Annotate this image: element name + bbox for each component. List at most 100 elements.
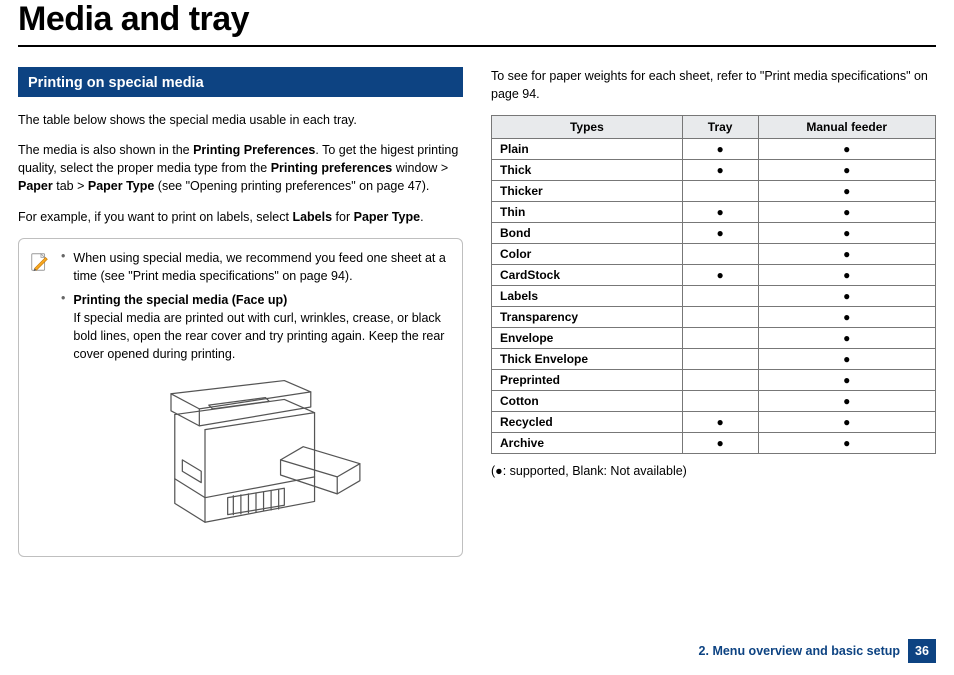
title-bar: Media and tray bbox=[18, 0, 936, 47]
note-text-1: When using special media, we recommend y… bbox=[73, 249, 450, 285]
page-title: Media and tray bbox=[18, 0, 936, 39]
cell-manual-feeder: ● bbox=[758, 286, 936, 307]
cell-manual-feeder: ● bbox=[758, 181, 936, 202]
cell-tray bbox=[682, 244, 758, 265]
p3-bold-2: Paper Type bbox=[354, 210, 420, 224]
cell-tray bbox=[682, 286, 758, 307]
table-row: Preprinted ● bbox=[492, 370, 936, 391]
table-row: Thick Envelope ● bbox=[492, 349, 936, 370]
bullet-icon: • bbox=[61, 249, 65, 285]
p2-text: tab > bbox=[53, 179, 88, 193]
table-row: Labels ● bbox=[492, 286, 936, 307]
cell-tray bbox=[682, 328, 758, 349]
cell-tray: ● bbox=[682, 265, 758, 286]
cell-tray bbox=[682, 181, 758, 202]
p3-text: for bbox=[332, 210, 354, 224]
cell-tray bbox=[682, 370, 758, 391]
th-tray: Tray bbox=[682, 116, 758, 139]
cell-manual-feeder: ● bbox=[758, 307, 936, 328]
cell-type: Preprinted bbox=[492, 370, 683, 391]
cell-tray: ● bbox=[682, 160, 758, 181]
cell-manual-feeder: ● bbox=[758, 433, 936, 454]
cell-tray: ● bbox=[682, 223, 758, 244]
intro-paragraph-3: For example, if you want to print on lab… bbox=[18, 208, 463, 226]
cell-type: Thin bbox=[492, 202, 683, 223]
cell-manual-feeder: ● bbox=[758, 328, 936, 349]
p2-bold-2: Printing preferences bbox=[271, 161, 393, 175]
note-icon bbox=[29, 249, 51, 547]
table-row: Transparency ● bbox=[492, 307, 936, 328]
cell-type: Bond bbox=[492, 223, 683, 244]
cell-type: Envelope bbox=[492, 328, 683, 349]
p2-bold-3: Paper bbox=[18, 179, 53, 193]
right-intro: To see for paper weights for each sheet,… bbox=[491, 67, 936, 103]
note-body: • When using special media, we recommend… bbox=[61, 249, 450, 547]
section-heading: Printing on special media bbox=[18, 67, 463, 97]
table-header-row: Types Tray Manual feeder bbox=[492, 116, 936, 139]
cell-manual-feeder: ● bbox=[758, 265, 936, 286]
note-item-1: • When using special media, we recommend… bbox=[61, 249, 450, 285]
table-row: Envelope ● bbox=[492, 328, 936, 349]
cell-manual-feeder: ● bbox=[758, 202, 936, 223]
note-text-2: Printing the special media (Face up) If … bbox=[73, 291, 450, 364]
note-box: • When using special media, we recommend… bbox=[18, 238, 463, 558]
cell-type: Plain bbox=[492, 139, 683, 160]
footer-page-number: 36 bbox=[908, 639, 936, 663]
cell-tray: ● bbox=[682, 202, 758, 223]
cell-type: Transparency bbox=[492, 307, 683, 328]
cell-manual-feeder: ● bbox=[758, 370, 936, 391]
note-2-body: If special media are printed out with cu… bbox=[73, 309, 450, 363]
cell-manual-feeder: ● bbox=[758, 391, 936, 412]
cell-manual-feeder: ● bbox=[758, 139, 936, 160]
bullet-icon: • bbox=[61, 291, 65, 364]
cell-manual-feeder: ● bbox=[758, 244, 936, 265]
footer-chapter: 2. Menu overview and basic setup bbox=[699, 644, 900, 658]
p2-bold-1: Printing Preferences bbox=[193, 143, 315, 157]
table-row: Thicker ● bbox=[492, 181, 936, 202]
cell-tray: ● bbox=[682, 139, 758, 160]
intro-paragraph-1: The table below shows the special media … bbox=[18, 111, 463, 129]
table-row: Color ● bbox=[492, 244, 936, 265]
printer-illustration bbox=[61, 373, 450, 546]
cell-tray: ● bbox=[682, 433, 758, 454]
p2-text: (see "Opening printing preferences" on p… bbox=[154, 179, 429, 193]
cell-type: Labels bbox=[492, 286, 683, 307]
cell-type: Color bbox=[492, 244, 683, 265]
cell-type: Cotton bbox=[492, 391, 683, 412]
cell-type: Archive bbox=[492, 433, 683, 454]
p3-text: For example, if you want to print on lab… bbox=[18, 210, 292, 224]
p2-text: The media is also shown in the bbox=[18, 143, 193, 157]
cell-manual-feeder: ● bbox=[758, 412, 936, 433]
p3-bold-1: Labels bbox=[292, 210, 332, 224]
table-row: CardStock●● bbox=[492, 265, 936, 286]
cell-type: Thick Envelope bbox=[492, 349, 683, 370]
cell-manual-feeder: ● bbox=[758, 223, 936, 244]
page-footer: 2. Menu overview and basic setup 36 bbox=[699, 639, 936, 663]
table-row: Cotton ● bbox=[492, 391, 936, 412]
content-columns: Printing on special media The table belo… bbox=[18, 67, 936, 557]
note-2-title: Printing the special media (Face up) bbox=[73, 291, 450, 309]
cell-tray bbox=[682, 391, 758, 412]
note-item-2: • Printing the special media (Face up) I… bbox=[61, 291, 450, 364]
table-row: Recycled●● bbox=[492, 412, 936, 433]
p2-bold-4: Paper Type bbox=[88, 179, 154, 193]
cell-type: Thicker bbox=[492, 181, 683, 202]
table-row: Bond●● bbox=[492, 223, 936, 244]
p3-text: . bbox=[420, 210, 423, 224]
cell-tray: ● bbox=[682, 412, 758, 433]
media-table: Types Tray Manual feeder Plain●●Thick●●T… bbox=[491, 115, 936, 454]
table-row: Thick●● bbox=[492, 160, 936, 181]
cell-type: CardStock bbox=[492, 265, 683, 286]
th-types: Types bbox=[492, 116, 683, 139]
cell-manual-feeder: ● bbox=[758, 349, 936, 370]
table-row: Archive●● bbox=[492, 433, 936, 454]
table-legend: (●: supported, Blank: Not available) bbox=[491, 462, 936, 480]
cell-tray bbox=[682, 349, 758, 370]
cell-type: Recycled bbox=[492, 412, 683, 433]
right-column: To see for paper weights for each sheet,… bbox=[491, 67, 936, 557]
media-table-body: Plain●●Thick●●Thicker●Thin●●Bond●●Color●… bbox=[492, 139, 936, 454]
table-row: Thin●● bbox=[492, 202, 936, 223]
p2-text: window > bbox=[392, 161, 448, 175]
cell-type: Thick bbox=[492, 160, 683, 181]
left-column: Printing on special media The table belo… bbox=[18, 67, 463, 557]
